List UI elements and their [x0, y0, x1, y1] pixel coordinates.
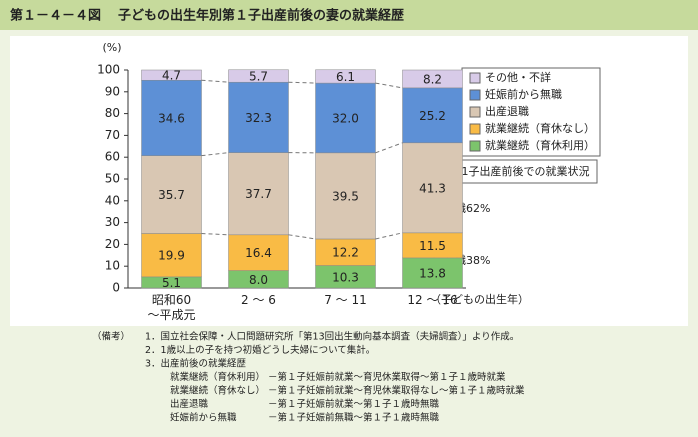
connector: [201, 79, 229, 83]
bar-segment: [402, 142, 463, 234]
note-definition: －第１子妊娠前無職～第１子１歳時無職: [268, 412, 440, 424]
note-definition: 就業継続（育休利用）: [170, 371, 265, 383]
legend-swatch: [469, 72, 481, 84]
legend-label: その他・不詳: [485, 70, 551, 84]
note-definition: －第１子妊娠前就業～第１子１歳時無職: [268, 398, 440, 410]
value-label: 10.3: [332, 270, 359, 284]
legend-swatch: [469, 140, 481, 152]
notes-label: （備考）: [92, 331, 130, 343]
y-tick-label: 20: [105, 237, 120, 251]
header-label: 第１－４－４図: [10, 8, 101, 24]
value-label: 41.3: [419, 181, 446, 195]
legend-label: 出産退職: [485, 104, 529, 118]
connector: [375, 82, 403, 89]
note-item: 2．1歳以上の子を持つ初婚どうし夫婦について集計。: [145, 344, 375, 356]
header-band: [0, 0, 698, 30]
legend-swatch: [469, 123, 481, 135]
legend-label: 妊娠前から無職: [485, 87, 562, 101]
y-tick-label: 70: [105, 128, 120, 142]
legend-swatch: [469, 89, 481, 101]
y-tick-label: 10: [105, 259, 120, 273]
value-label: 12.2: [332, 246, 359, 260]
y-tick-label: 40: [105, 193, 120, 207]
bar-segment: [402, 232, 463, 259]
bar-segment: [402, 69, 463, 89]
value-label: 39.5: [332, 189, 359, 203]
value-label: 4.7: [162, 69, 181, 83]
note-item: 3．出産前後の就業経歴: [145, 358, 247, 370]
bar-segment: [228, 152, 289, 236]
bar-segment: [228, 69, 289, 83]
x-axis-label: （子どもの出生年）: [430, 292, 529, 306]
bar-segment: [402, 87, 463, 144]
connector: [201, 233, 229, 236]
x-tick-label: 昭和60 ～平成元: [147, 293, 195, 322]
bar-segment: [315, 152, 376, 240]
value-label: 8.0: [249, 273, 268, 287]
connector: [201, 152, 229, 157]
bar-segment: [141, 233, 202, 278]
bar-segment: [141, 69, 202, 81]
note-definition: 妊娠前から無職: [170, 412, 237, 424]
value-label: 34.6: [158, 111, 185, 125]
bar-segment: [315, 238, 376, 266]
value-label: 25.2: [419, 109, 446, 123]
connector: [288, 81, 316, 84]
legend: [461, 67, 601, 157]
value-label: 5.7: [249, 69, 268, 83]
x-tick-label: 12 ～ 16: [407, 293, 457, 307]
value-label: 13.8: [419, 266, 446, 280]
value-label: 11.5: [419, 239, 446, 253]
y-tick-label: 0: [112, 281, 120, 295]
bar-segment: [315, 69, 376, 84]
header-title: 子どもの出生年別第１子出産前後の妻の就業経歴: [118, 8, 404, 24]
annotation-text: 第1子出産前後での就業状況: [451, 164, 590, 178]
y-tick-label: 30: [105, 215, 120, 229]
value-label: 8.2: [423, 72, 442, 86]
connector: [375, 142, 403, 154]
y-tick-label: 100: [97, 63, 120, 77]
bar-segment: [141, 155, 202, 234]
bar-segment: [228, 234, 289, 271]
value-label: 32.3: [245, 111, 272, 125]
legend-label: 就業継続（育休利用）: [485, 138, 595, 152]
y-tick-label: 50: [105, 172, 120, 186]
note-item: 1．国立社会保障・人口問題研究所「第13回出生動向基本調査（夫婦調査）」より作成…: [145, 331, 519, 343]
y-unit: (%): [102, 41, 121, 54]
value-label: 19.9: [158, 249, 185, 263]
bar-segment: [228, 81, 289, 153]
y-tick-label: 90: [105, 84, 120, 98]
connector: [288, 234, 316, 240]
bar-segment: [315, 82, 376, 154]
value-label: 37.7: [245, 187, 272, 201]
note-definition: 就業継続（育休なし）: [170, 385, 265, 397]
value-label: 6.1: [336, 70, 355, 84]
note-definition: －第１子妊娠前就業～育児休業取得～第１子１歳時就業: [268, 371, 506, 383]
x-tick-label: 2 ～ 6: [241, 293, 276, 307]
note-definition: －第１子妊娠前就業～育児休業取得なし～第１子１歳時就業: [268, 385, 525, 397]
value-label: 35.7: [158, 188, 185, 202]
legend-swatch: [469, 106, 481, 118]
x-tick-label: 7 ～ 11: [324, 293, 367, 307]
bar-segment: [141, 79, 202, 156]
value-label: 32.0: [332, 111, 359, 125]
y-tick-label: 80: [105, 106, 120, 120]
legend-label: 就業継続（育休なし）: [485, 121, 595, 135]
value-label: 5.1: [162, 276, 181, 290]
y-tick-label: 60: [105, 150, 120, 164]
note-definition: 出産退職: [170, 398, 209, 410]
value-label: 16.4: [245, 246, 272, 260]
connector: [375, 232, 403, 240]
